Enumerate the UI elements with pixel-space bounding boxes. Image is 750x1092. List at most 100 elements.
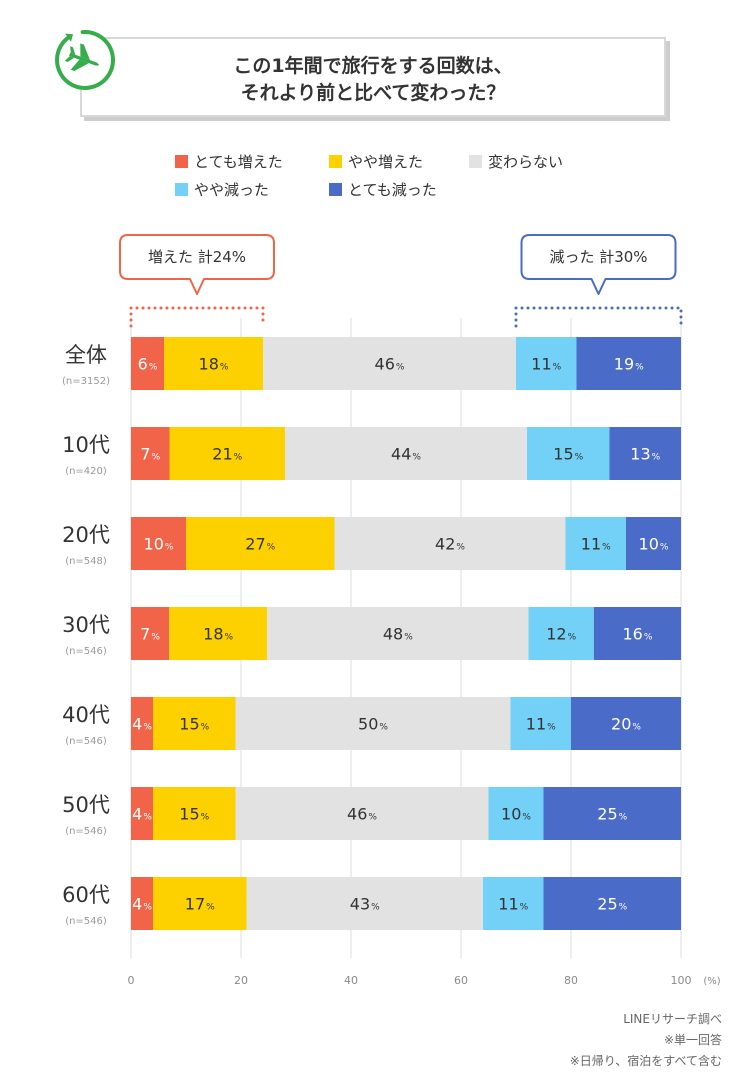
bar-segment <box>153 787 236 840</box>
bar-segment <box>246 877 483 930</box>
callout-decrease-text: 減った 計30% <box>549 248 647 266</box>
x-tick-label: 80 <box>564 974 578 987</box>
bar-segment <box>131 607 170 660</box>
legend-label: やや増えた <box>348 152 424 171</box>
bar-value-label: 18% <box>199 355 229 374</box>
bar-segment <box>263 337 516 390</box>
bar-value-unit: % <box>547 723 556 733</box>
bar-value-unit: % <box>619 813 628 823</box>
category-label: 50代 <box>62 793 110 817</box>
bar-value-unit: % <box>632 723 641 733</box>
bar-value-number: 18 <box>199 355 219 374</box>
bar-segment <box>235 697 511 750</box>
bar-value-number: 10 <box>144 535 164 554</box>
bar-value-number: 6 <box>138 355 148 374</box>
bar-value-unit: % <box>522 813 531 823</box>
bar-value-unit: % <box>220 363 229 373</box>
bar-row: 30代(n=546)7% 18% 48% 12% 16% <box>62 607 681 660</box>
bar-value-label: 50% <box>358 715 388 734</box>
bar-value-label: 7% <box>140 445 160 464</box>
arrowhead-icon <box>65 33 73 42</box>
title-line-1: この1年間で旅行をする回数は、 <box>233 55 513 77</box>
airplane-icon <box>55 30 115 90</box>
bar-value-label: 11% <box>526 715 556 734</box>
bar-value-label: 27% <box>245 535 275 554</box>
bar-segment <box>565 517 626 570</box>
bar-segment <box>131 337 164 390</box>
bar-segment <box>571 697 681 750</box>
bar-segment <box>131 787 153 840</box>
legend-item-slightly-decreased: やや減った <box>175 179 269 199</box>
x-tick-label: 100 <box>671 974 692 987</box>
bar-value-number: 11 <box>498 895 518 914</box>
bar-segment <box>153 877 247 930</box>
category-label: 10代 <box>62 433 110 457</box>
bar-segment <box>186 517 335 570</box>
bar-value-number: 11 <box>581 535 601 554</box>
bar-segment <box>609 427 681 480</box>
bar-value-label: 43% <box>350 895 380 914</box>
bar-value-number: 25 <box>597 805 617 824</box>
legend-label: とても増えた <box>194 152 283 171</box>
bar-value-label: 46% <box>347 805 377 824</box>
bar-value-label: 46% <box>375 355 405 374</box>
sample-size-label: (n=546) <box>65 646 107 657</box>
bar-value-unit: % <box>602 543 611 553</box>
bar-value-label: 12% <box>546 625 576 644</box>
bar-value-label: 15% <box>179 805 209 824</box>
bar-value-label: 44% <box>391 445 421 464</box>
bar-segment <box>516 337 577 390</box>
bar-segment <box>510 697 571 750</box>
legend-item-greatly-increased: とても増えた <box>175 151 283 171</box>
sample-size-label: (n=3152) <box>62 376 110 387</box>
legend-swatch <box>175 154 188 168</box>
bar-value-label: 20% <box>611 715 641 734</box>
bar-value-unit: % <box>152 453 161 463</box>
bar-segment <box>235 787 489 840</box>
bar-value-unit: % <box>396 363 405 373</box>
bar-value-number: 19 <box>614 355 634 374</box>
sample-size-label: (n=420) <box>65 466 107 477</box>
bar-value-label: 17% <box>185 895 215 914</box>
bar-value-unit: % <box>371 903 380 913</box>
bar-value-label: 6% <box>138 355 158 374</box>
bar-value-number: 43 <box>350 895 370 914</box>
bar-value-label: 48% <box>383 625 413 644</box>
bar-segment <box>576 337 681 390</box>
bar-value-number: 10 <box>639 535 659 554</box>
bar-value-label: 15% <box>179 715 209 734</box>
bar-value-number: 17 <box>185 895 205 914</box>
bar-value-unit: % <box>412 453 421 463</box>
bar-segment <box>527 427 610 480</box>
bar-value-number: 20 <box>611 715 631 734</box>
bar-value-number: 13 <box>630 445 650 464</box>
bar-value-unit: % <box>660 543 669 553</box>
sample-size-label: (n=546) <box>65 826 107 837</box>
bar-segment <box>131 697 153 750</box>
source-note: LINEリサーチ調べ <box>623 1012 722 1026</box>
circular-arrow-icon <box>55 30 115 90</box>
bar-value-unit: % <box>267 543 276 553</box>
legend-item-slightly-increased: やや増えた <box>329 151 423 171</box>
bar-value-unit: % <box>206 903 215 913</box>
bar-value-unit: % <box>143 813 152 823</box>
bar-value-label: 18% <box>203 625 233 644</box>
bar-value-unit: % <box>201 813 210 823</box>
bar-segment <box>131 517 186 570</box>
bar-value-unit: % <box>635 363 644 373</box>
annotations: 増えた 計24% 減った 計30% <box>119 234 683 328</box>
bar-value-unit: % <box>379 723 388 733</box>
bar-segment <box>169 427 285 480</box>
bar-value-label: 10% <box>144 535 174 554</box>
bar-segment <box>169 607 268 660</box>
bar-segment <box>131 877 153 930</box>
legend-label: とても減った <box>348 180 437 199</box>
stacked-bar-chart: 全体(n=3152)6% 18% 46% 11% 19%10代(n=420)7% 21% 4… <box>62 234 721 987</box>
bar-value-unit: % <box>165 543 174 553</box>
bar-value-label: 4% <box>132 715 152 734</box>
bar-value-label: 19% <box>614 355 644 374</box>
bar-value-label: 10% <box>501 805 531 824</box>
bar-value-unit: % <box>456 543 465 553</box>
title-line-2: それより前と比べて変わった？ <box>240 82 506 104</box>
bracket-decrease <box>514 306 683 328</box>
